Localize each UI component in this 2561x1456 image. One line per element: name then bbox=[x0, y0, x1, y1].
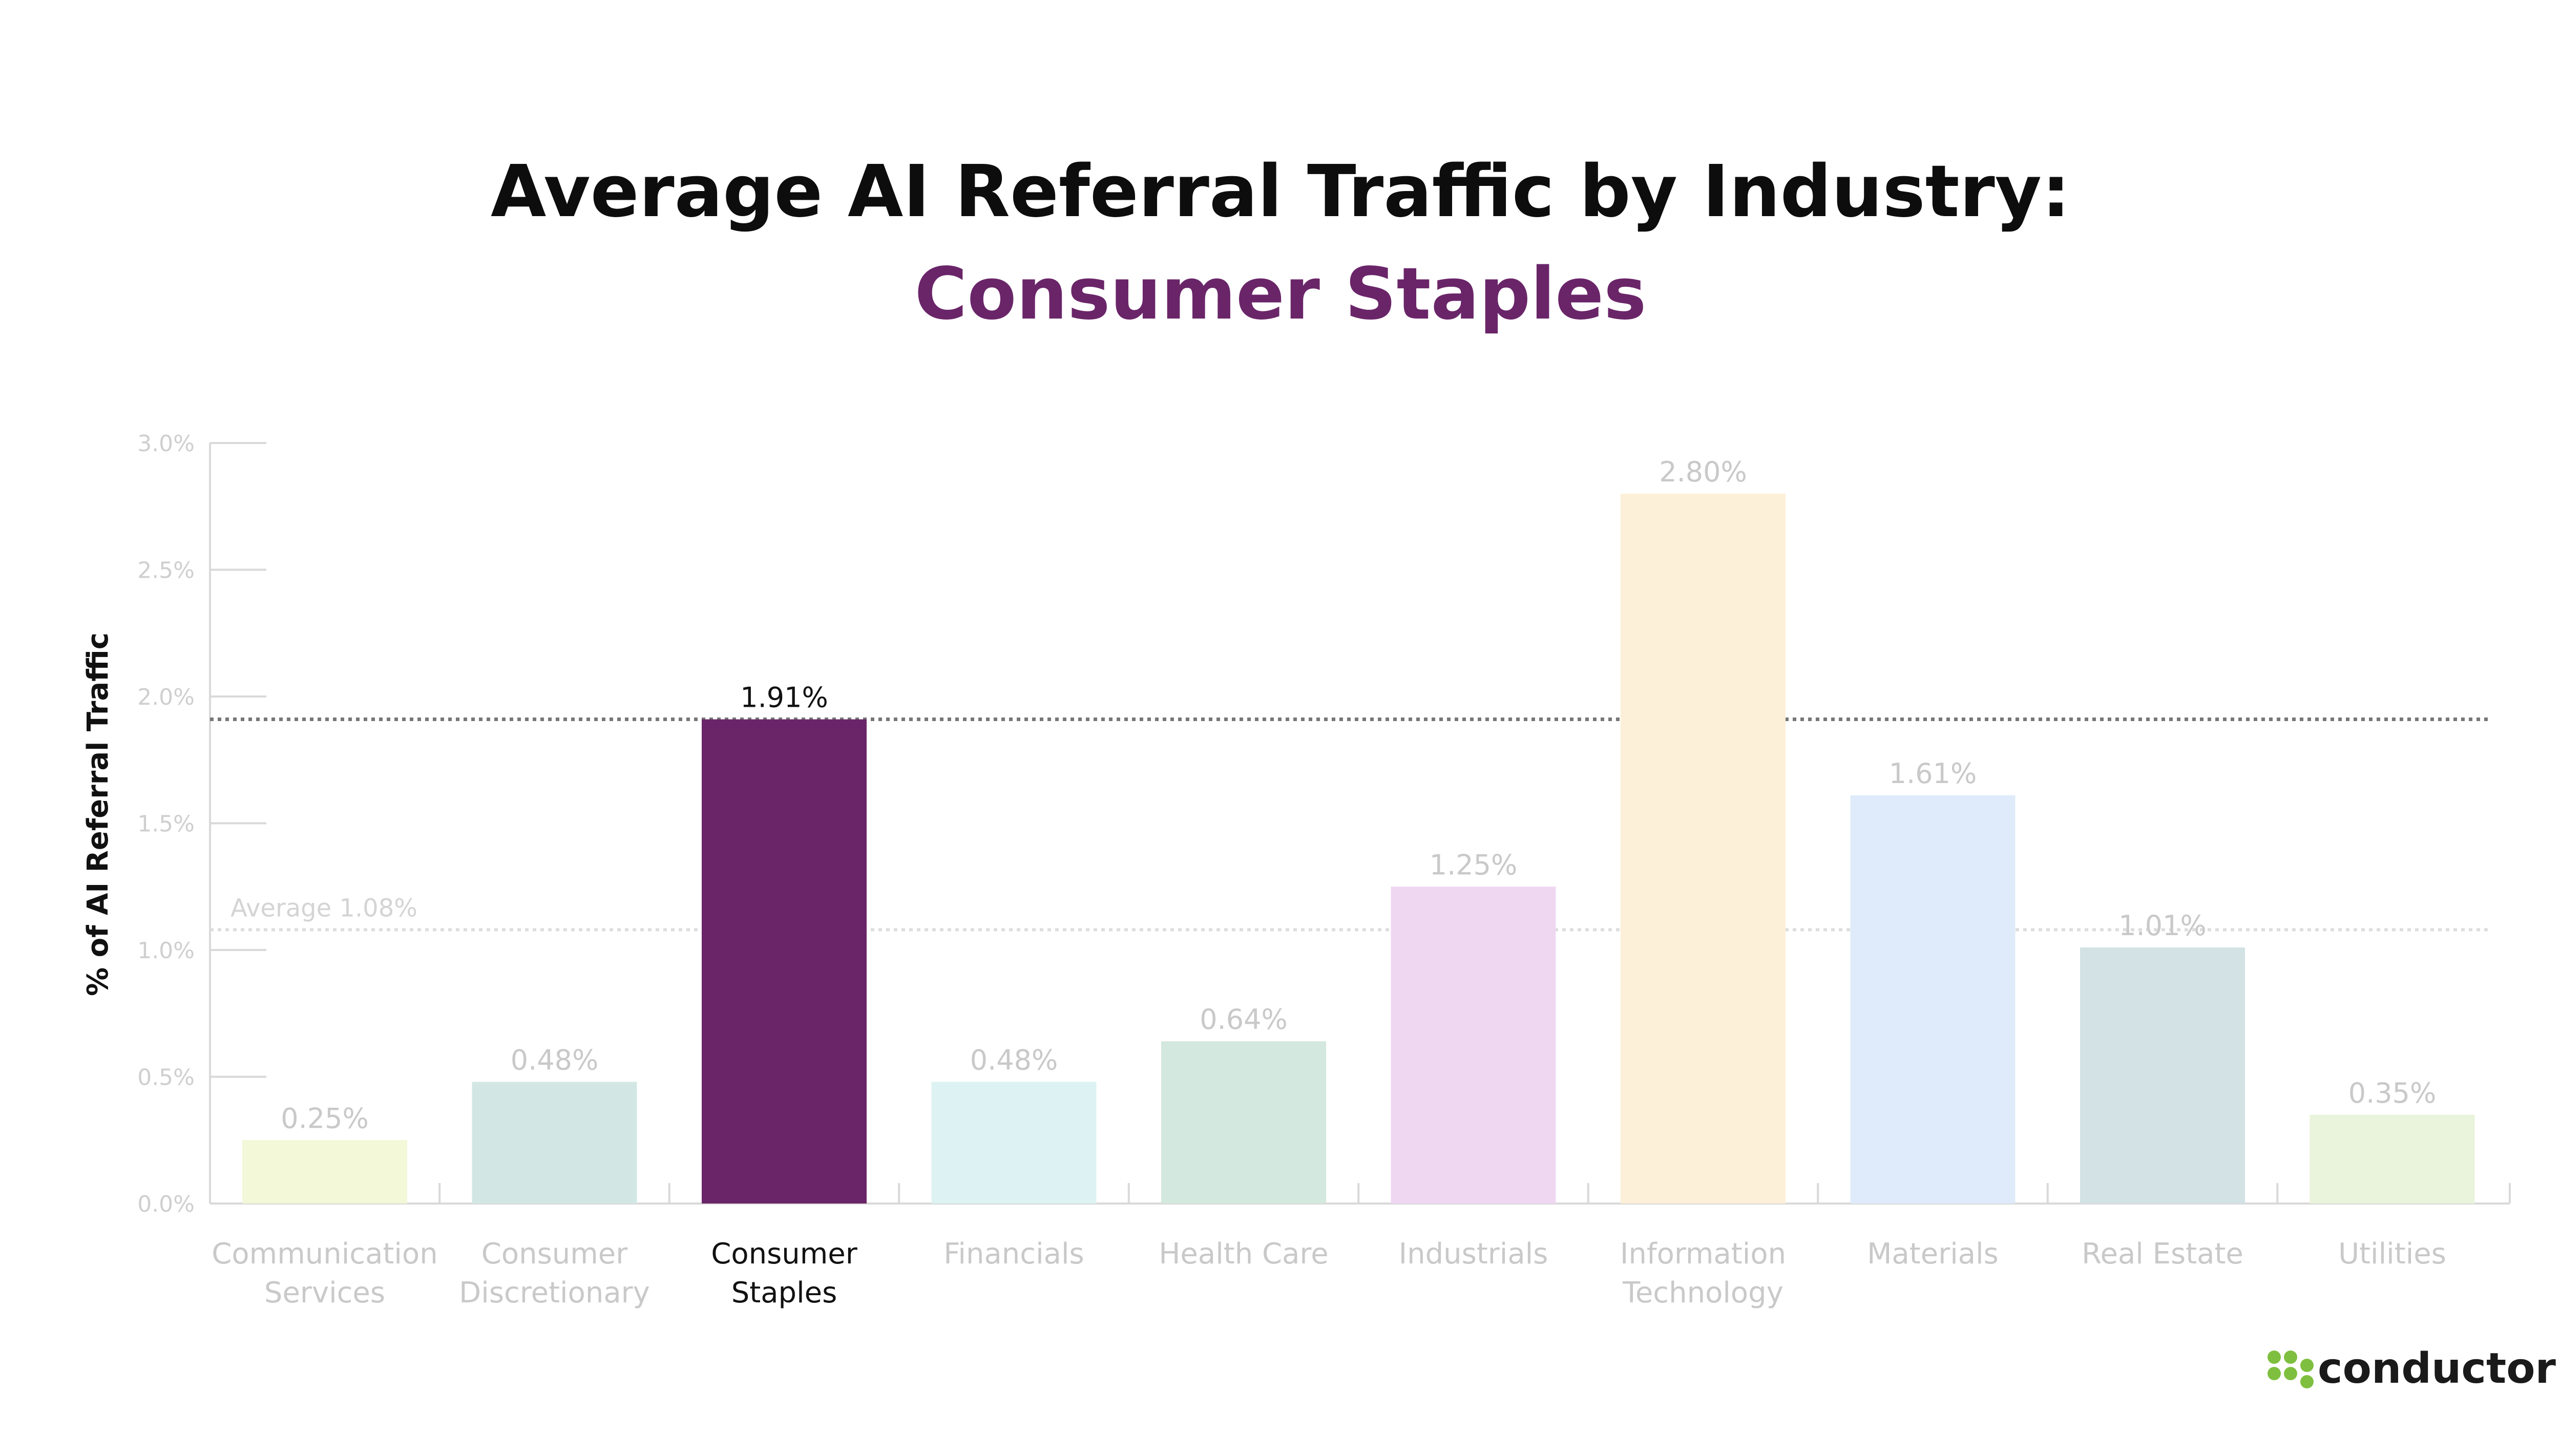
data-label: 1.01% bbox=[2118, 910, 2207, 942]
bar bbox=[1850, 795, 2016, 1204]
y-tick-label: 3.0% bbox=[137, 431, 195, 457]
x-tick-label: Communication Services bbox=[212, 1237, 437, 1310]
x-tick-label: Health Care bbox=[1159, 1237, 1328, 1271]
chart-subtitle: Consumer Staples bbox=[915, 252, 1647, 336]
bar bbox=[931, 1082, 1097, 1204]
x-tick-label: Real Estate bbox=[2082, 1237, 2243, 1271]
y-tick-label: 0.5% bbox=[137, 1065, 195, 1091]
data-label: 1.91% bbox=[740, 682, 828, 714]
data-label: 0.48% bbox=[970, 1044, 1058, 1076]
y-tick-label: 1.0% bbox=[137, 938, 195, 964]
y-tick-label: 2.0% bbox=[137, 684, 195, 710]
average-line-label: Average 1.08% bbox=[230, 894, 417, 922]
bar bbox=[1621, 494, 1786, 1204]
y-axis-label: % of AI Referral Traffic bbox=[81, 632, 115, 996]
bar bbox=[702, 719, 867, 1204]
data-label: 1.25% bbox=[1430, 849, 1518, 881]
y-tick-label: 0.0% bbox=[137, 1191, 195, 1217]
conductor-logo: conductor bbox=[2268, 1344, 2556, 1393]
bar bbox=[2310, 1114, 2475, 1204]
data-label: 0.64% bbox=[1200, 1003, 1288, 1036]
chart-title: Average AI Referral Traffic by Industry: bbox=[491, 150, 2070, 234]
reference-lines: Average 1.08% bbox=[210, 718, 2489, 932]
data-label: 1.61% bbox=[1889, 757, 1977, 790]
bar bbox=[1391, 887, 1556, 1204]
value-labels: 0.25% 0.48% 1.91% 0.48% 0.64% 1.25% 2.80% 1.61%… bbox=[281, 456, 2436, 1134]
x-tick-label: Industrials bbox=[1399, 1237, 1548, 1271]
bar bbox=[1161, 1041, 1326, 1204]
x-tick-label: Financials bbox=[943, 1237, 1084, 1271]
x-tick-label: Consumer Staples bbox=[711, 1237, 858, 1310]
conductor-logo-mark bbox=[2268, 1351, 2314, 1388]
bars bbox=[242, 494, 2475, 1204]
y-tick-label: 1.5% bbox=[137, 811, 195, 837]
x-tick-label: Utilities bbox=[2338, 1237, 2446, 1271]
bar bbox=[2080, 947, 2245, 1204]
brand-name: conductor bbox=[2318, 1344, 2556, 1393]
bar bbox=[242, 1140, 407, 1204]
x-tick-label: Materials bbox=[1867, 1237, 1999, 1271]
bar bbox=[472, 1082, 637, 1204]
data-label: 2.80% bbox=[1659, 456, 1747, 488]
category-labels: Communication Services Consumer Discretiona… bbox=[212, 1237, 2446, 1310]
x-tick-label: Information Technology bbox=[1620, 1237, 1786, 1310]
data-label: 0.35% bbox=[2348, 1077, 2437, 1109]
y-tick-label: 2.5% bbox=[137, 558, 195, 584]
data-label: 0.25% bbox=[281, 1102, 369, 1134]
data-label: 0.48% bbox=[511, 1044, 599, 1076]
x-tick-label: Consumer Discretionary bbox=[459, 1237, 650, 1310]
